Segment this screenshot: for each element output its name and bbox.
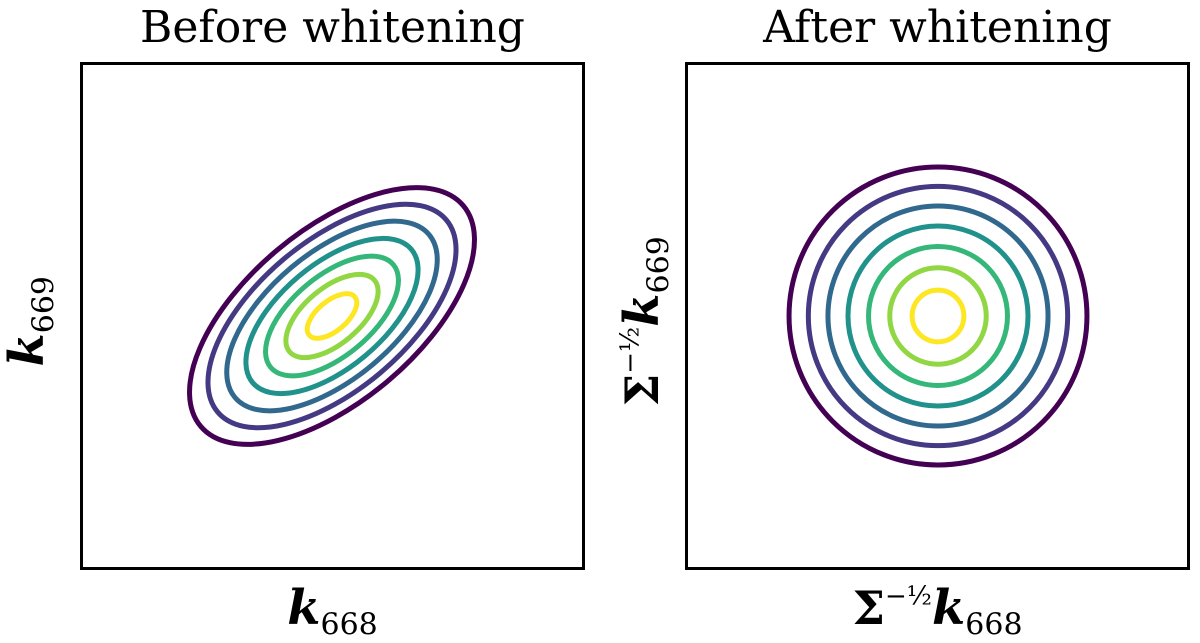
panel-0-contour-level-7	[304, 291, 360, 341]
left-panel-title: Before whitening	[140, 2, 525, 53]
panel-1-contour-level-7	[909, 287, 967, 345]
right-panel-title: After whitening	[763, 2, 1112, 53]
panel-1-contour-level-6	[887, 265, 989, 367]
panel-0-contour-level-5	[263, 253, 401, 379]
panel-0-contour-level-2	[205, 201, 459, 431]
panel-1-contour-level-4	[845, 223, 1031, 409]
panel-1-contour-level-1	[786, 164, 1090, 468]
panel-0-contour-level-6	[283, 271, 381, 361]
panel-1-contour-level-3	[825, 203, 1051, 429]
left-plot-frame	[80, 62, 585, 570]
right-plot-frame	[685, 62, 1190, 570]
right-x-axis-label: Σ−½k668	[852, 580, 1023, 643]
panel-0-contour-level-4	[243, 235, 421, 397]
panel-1-contour-level-5	[866, 244, 1010, 388]
panel-0-contour-level-1	[187, 185, 477, 447]
left-x-axis-label: k668	[287, 580, 378, 643]
panel-1-contour-level-2	[805, 183, 1071, 449]
panel-0-contour-level-3	[224, 218, 440, 414]
